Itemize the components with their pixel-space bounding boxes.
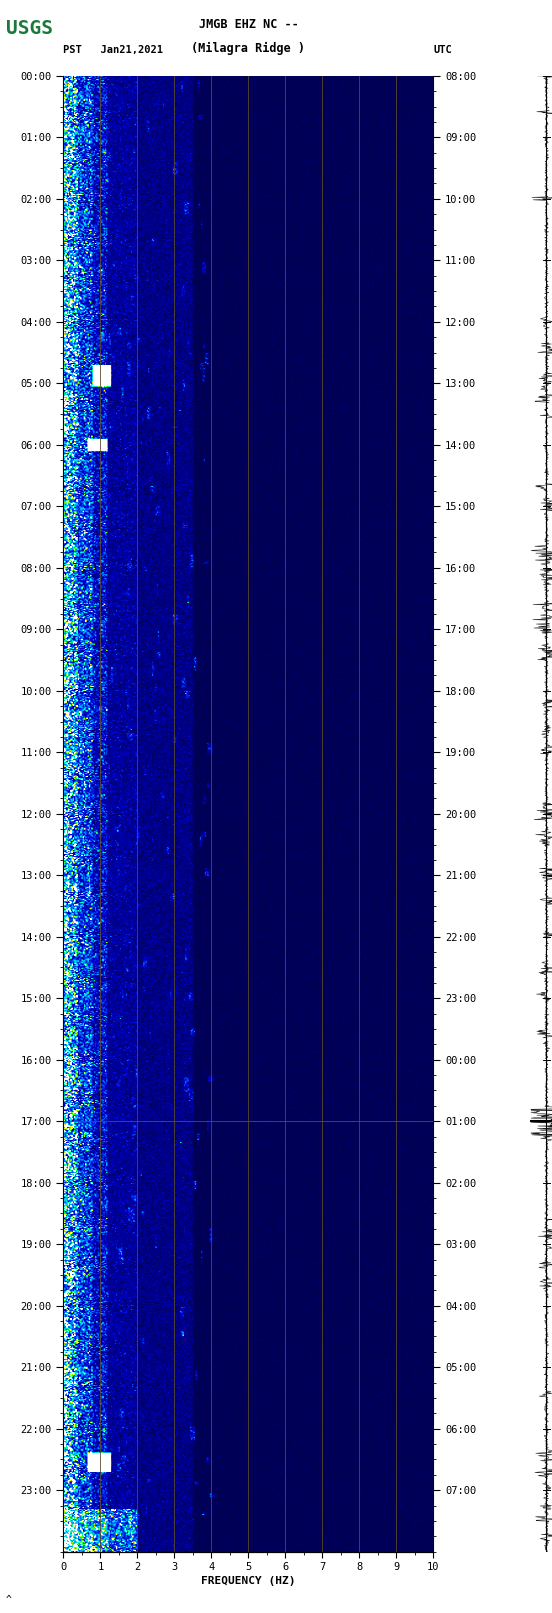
- Text: PST   Jan21,2021: PST Jan21,2021: [63, 45, 163, 55]
- X-axis label: FREQUENCY (HZ): FREQUENCY (HZ): [201, 1576, 296, 1586]
- Text: JMGB EHZ NC --: JMGB EHZ NC --: [199, 18, 298, 31]
- Text: UTC: UTC: [433, 45, 452, 55]
- Text: (Milagra Ridge ): (Milagra Ridge ): [192, 42, 305, 55]
- Text: ^: ^: [6, 1595, 12, 1605]
- Text: USGS: USGS: [6, 19, 52, 39]
